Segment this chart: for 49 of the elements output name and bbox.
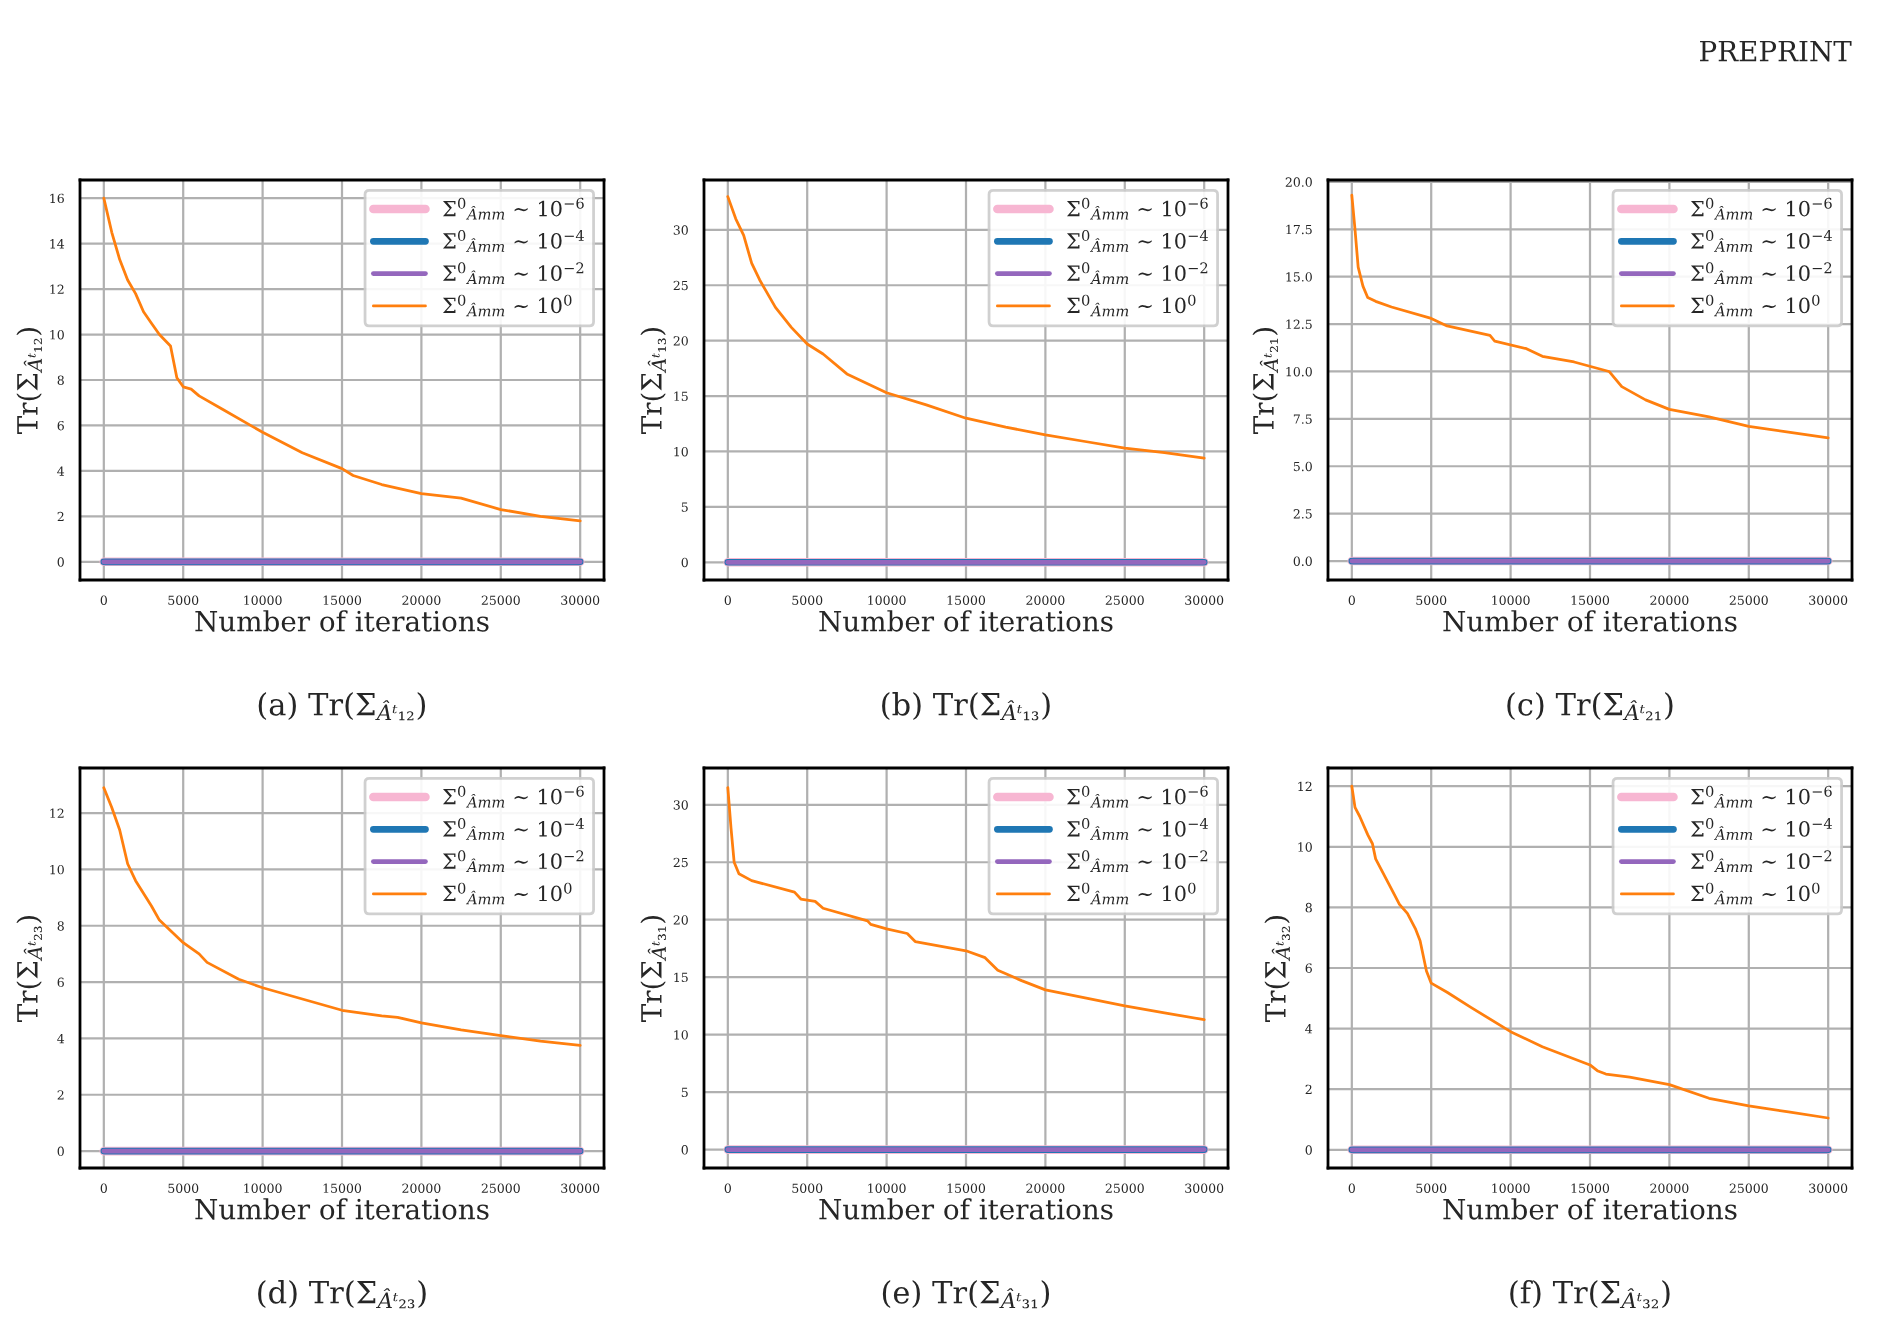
line-series [102, 786, 582, 1047]
x-axis-title: Number of iterations [819, 610, 1113, 632]
text: (b) Tr(Σ$_{Âᵗ₁₃}$) [882, 692, 1050, 721]
text: (c) Tr(Σ$_{Âᵗ₂₁}$) [1507, 692, 1673, 721]
legend-label: Σ$^{0}$$_{Âmm}$ ∼ 10$^{0}$ [1066, 882, 1196, 905]
legend-label: Σ$^{0}$$_{Âmm}$ ∼ 10$^{−4}$ [1690, 818, 1832, 840]
x-axis-title: Number of iterations [195, 1198, 489, 1220]
legend-label: Σ$^{0}$$_{Âmm}$ ∼ 10$^{−2}$ [442, 262, 584, 284]
legend-label: Σ$^{0}$$_{Âmm}$ ∼ 10$^{0}$ [442, 294, 572, 317]
x-axis-title: Number of iterations [1443, 610, 1737, 632]
line-series [1350, 193, 1830, 440]
y-axis-title: Tr(Σ$_{Âᵗ₁₃}$) [640, 327, 667, 435]
y-axis-title: Tr(Σ$_{Âᵗ₃₁}$) [640, 915, 667, 1023]
x-axis-title: Number of iterations [819, 1198, 1113, 1220]
y-axis-title: Tr(Σ$_{Âᵗ₁₂}$) [16, 327, 42, 435]
x-axis-title: Number of iterations [195, 610, 489, 632]
legend-label: Σ$^{0}$$_{Âmm}$ ∼ 10$^{−4}$ [1066, 230, 1208, 252]
legend-label: Σ$^{0}$$_{Âmm}$ ∼ 10$^{0}$ [1690, 294, 1820, 317]
legend-label: Σ$^{0}$$_{Âmm}$ ∼ 10$^{−2}$ [1066, 850, 1208, 872]
y-axis-title: Tr(Σ$_{Âᵗ₃₂}$) [1264, 915, 1291, 1023]
legend-label: Σ$^{0}$$_{Âmm}$ ∼ 10$^{−4}$ [1066, 818, 1208, 840]
y-axis-title: Tr(Σ$_{Âᵗ₂₁}$) [1252, 327, 1278, 435]
text: (f) Tr(Σ$_{Âᵗ₃₂}$) [1510, 1280, 1670, 1309]
x-axis-title: Number of iterations [1443, 1198, 1737, 1220]
legend-label: Σ$^{0}$$_{Âmm}$ ∼ 10$^{0}$ [1066, 294, 1196, 317]
text: (e) Tr(Σ$_{Âᵗ₃₁}$) [882, 1280, 1050, 1309]
legend-label: Σ$^{0}$$_{Âmm}$ ∼ 10$^{−2}$ [1066, 262, 1208, 284]
legend-label: Σ$^{0}$$_{Âmm}$ ∼ 10$^{−2}$ [442, 850, 584, 872]
legend-label: Σ$^{0}$$_{Âmm}$ ∼ 10$^{−6}$ [1690, 785, 1832, 808]
y-axis-title: Tr(Σ$_{Âᵗ₂₃}$) [16, 915, 43, 1023]
legend-label: Σ$^{0}$$_{Âmm}$ ∼ 10$^{−6}$ [1690, 197, 1832, 220]
legend-label: Σ$^{0}$$_{Âmm}$ ∼ 10$^{0}$ [1690, 882, 1820, 905]
text: (d) Tr(Σ$_{Âᵗ₂₃}$) [258, 1280, 426, 1309]
legend-label: Σ$^{0}$$_{Âmm}$ ∼ 10$^{−6}$ [1066, 197, 1208, 220]
line-series [726, 195, 1206, 460]
line-series [726, 786, 1206, 1022]
line-series [102, 196, 582, 523]
legend-label: Σ$^{0}$$_{Âmm}$ ∼ 10$^{−6}$ [442, 197, 584, 220]
legend-label: Σ$^{0}$$_{Âmm}$ ∼ 10$^{−4}$ [1690, 230, 1832, 252]
legend-label: Σ$^{0}$$_{Âmm}$ ∼ 10$^{0}$ [442, 882, 572, 905]
text: PREPRINT [1700, 40, 1852, 62]
legend-label: Σ$^{0}$$_{Âmm}$ ∼ 10$^{−2}$ [1690, 262, 1832, 284]
legend-label: Σ$^{0}$$_{Âmm}$ ∼ 10$^{−2}$ [1690, 850, 1832, 872]
legend-label: Σ$^{0}$$_{Âmm}$ ∼ 10$^{−4}$ [442, 230, 584, 252]
legend-label: Σ$^{0}$$_{Âmm}$ ∼ 10$^{−4}$ [442, 818, 584, 840]
legend-label: Σ$^{0}$$_{Âmm}$ ∼ 10$^{−6}$ [442, 785, 584, 808]
legend-label: Σ$^{0}$$_{Âmm}$ ∼ 10$^{−6}$ [1066, 785, 1208, 808]
line-series [1350, 784, 1830, 1120]
text: (a) Tr(Σ$_{Âᵗ₁₂}$) [258, 692, 426, 721]
